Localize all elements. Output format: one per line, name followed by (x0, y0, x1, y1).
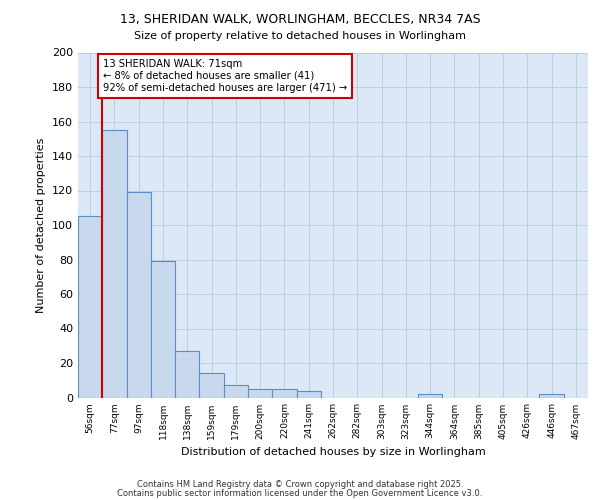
Bar (224, 386, 248, 398)
Bar (78, 216, 102, 398)
Bar (296, 390, 321, 398)
Text: Contains public sector information licensed under the Open Government Licence v3: Contains public sector information licen… (118, 489, 482, 498)
Bar (272, 389, 296, 398)
Y-axis label: Number of detached properties: Number of detached properties (37, 138, 46, 312)
Text: 13 SHERIDAN WALK: 71sqm
← 8% of detached houses are smaller (41)
92% of semi-det: 13 SHERIDAN WALK: 71sqm ← 8% of detached… (103, 60, 347, 92)
Bar (418, 394, 442, 398)
Text: 13, SHERIDAN WALK, WORLINGHAM, BECCLES, NR34 7AS: 13, SHERIDAN WALK, WORLINGHAM, BECCLES, … (119, 12, 481, 26)
Bar (539, 394, 564, 398)
Text: Contains HM Land Registry data © Crown copyright and database right 2025.: Contains HM Land Registry data © Crown c… (137, 480, 463, 489)
Bar (175, 351, 199, 398)
Bar (248, 389, 272, 398)
Bar (151, 261, 175, 398)
Bar (127, 192, 151, 398)
Text: Size of property relative to detached houses in Worlingham: Size of property relative to detached ho… (134, 31, 466, 41)
Bar (102, 130, 127, 398)
X-axis label: Distribution of detached houses by size in Worlingham: Distribution of detached houses by size … (181, 447, 485, 457)
Bar (199, 374, 224, 398)
